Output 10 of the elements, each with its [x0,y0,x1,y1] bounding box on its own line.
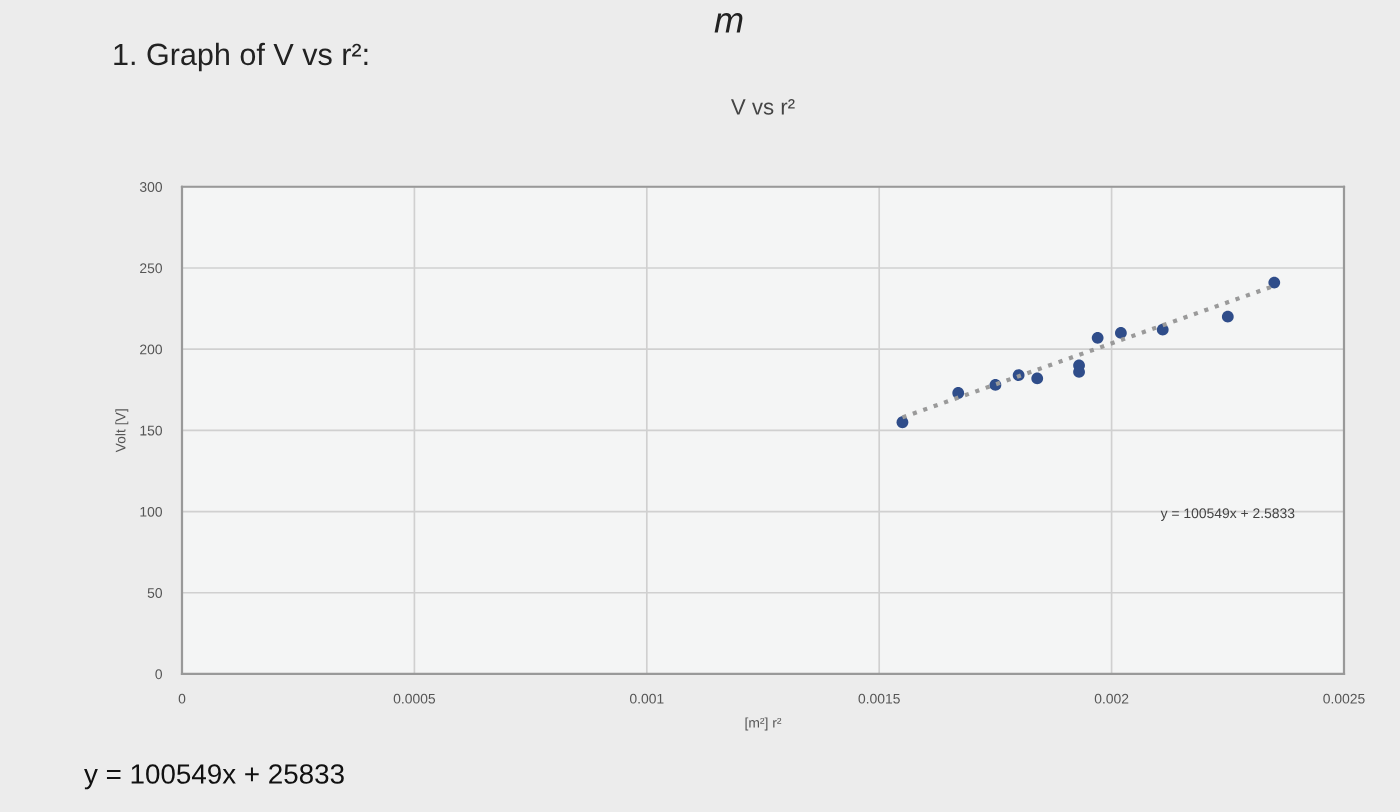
point [1221,310,1234,323]
text: y = 100549x + 25833 [84,764,344,790]
point [1268,276,1281,289]
point [1115,327,1127,339]
point [896,416,909,429]
point [1031,372,1044,385]
chart-title: V vs r² [731,99,795,115]
point [1091,331,1104,344]
text: m [714,13,743,33]
text: 1. Graph of V vs r²: [114,42,368,72]
